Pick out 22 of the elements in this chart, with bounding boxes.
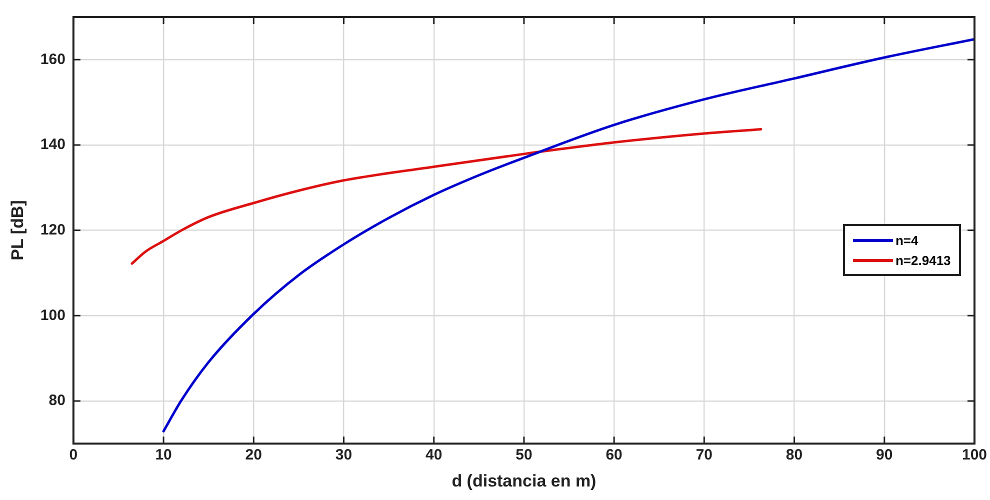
y-tick-label: 140 xyxy=(40,136,66,154)
line-series xyxy=(162,38,974,432)
x-tick-label: 80 xyxy=(786,446,803,464)
x-tick-label: 90 xyxy=(876,446,893,464)
y-tick-label: 120 xyxy=(40,221,66,238)
y-tick-label: 160 xyxy=(40,50,66,68)
x-tick-label: 0 xyxy=(69,446,78,464)
x-tick-label: 60 xyxy=(606,446,622,464)
x-tick-label: 70 xyxy=(696,446,713,464)
x-tick-label: 30 xyxy=(335,446,352,464)
legend-label: n=4 xyxy=(895,232,918,248)
x-axis-title: d (distancia en m) xyxy=(452,471,596,490)
y-tick-label: 80 xyxy=(48,392,66,410)
line-series xyxy=(130,128,762,265)
x-tick-label: 20 xyxy=(245,446,262,464)
y-axis-title: PL [dB] xyxy=(8,200,27,260)
y-tick-label: 100 xyxy=(40,306,66,324)
x-tick-label: 40 xyxy=(426,446,442,464)
legend-label: n=2.9413 xyxy=(895,252,951,268)
x-tick-label: 50 xyxy=(516,446,532,464)
x-tick-label: 100 xyxy=(962,446,987,464)
x-tick-label: 10 xyxy=(155,446,172,464)
